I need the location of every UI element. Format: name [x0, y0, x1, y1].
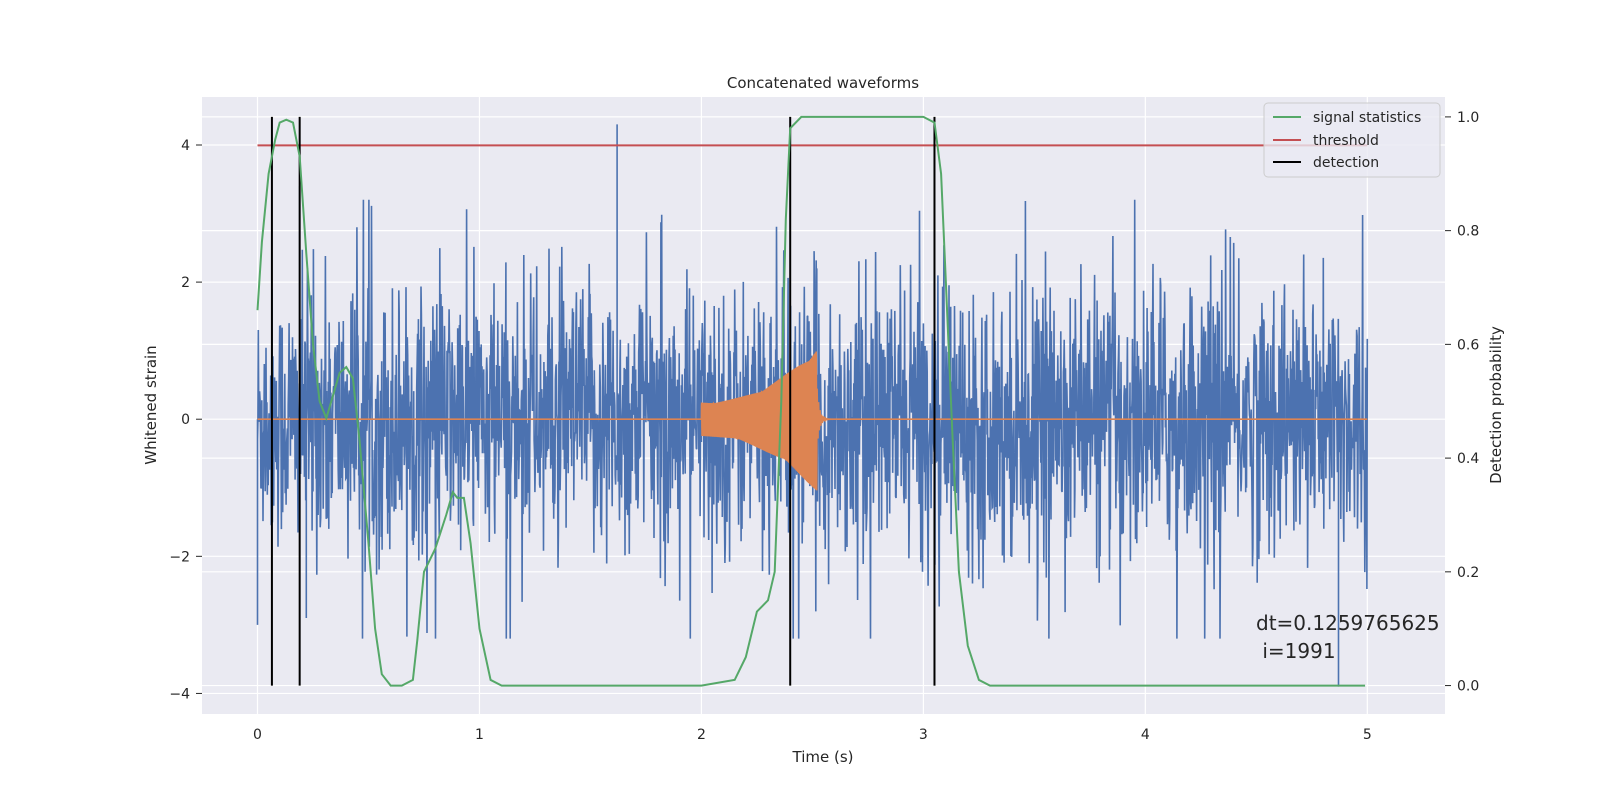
y2-tick-label: 0.6 — [1457, 337, 1479, 353]
x-tick-label: 0 — [253, 727, 262, 743]
x-tick-label: 3 — [919, 727, 928, 743]
detection-lines — [270, 116, 936, 686]
y2-tick-label: 0.2 — [1457, 565, 1479, 581]
y2-tick-label: 1.0 — [1457, 110, 1479, 126]
y-tick-label: 2 — [181, 275, 190, 291]
legend-label-signal-statistics: signal statistics — [1313, 110, 1421, 126]
x-tick-label: 4 — [1141, 727, 1150, 743]
injection-trace — [257, 351, 1368, 491]
legend-label-detection: detection — [1313, 155, 1379, 171]
x-tick-label: 2 — [697, 727, 706, 743]
legend: signal statistics threshold detection — [1263, 102, 1441, 178]
y-tick-label: −2 — [169, 549, 190, 565]
x-axis-label: Time (s) — [792, 748, 854, 766]
y-tick-label: 0 — [181, 412, 190, 428]
injection-waveform-series — [257, 351, 1368, 491]
y-tick-label: 4 — [181, 138, 190, 154]
y2-tick-label: 0.8 — [1457, 224, 1479, 240]
chart-title: Concatenated waveforms — [727, 74, 919, 92]
annotation-index: i=1991 — [1256, 639, 1336, 663]
signal-statistics-series — [256, 115, 1366, 687]
y2-tick-label: 0.0 — [1457, 679, 1479, 695]
y-axis-right: 0.0 0.2 0.4 0.6 0.8 1.0 — [1445, 110, 1479, 695]
y2-axis-label: Detection probability — [1487, 326, 1505, 484]
y-axis-label: Whitened strain — [142, 345, 160, 464]
y2-tick-label: 0.4 — [1457, 451, 1479, 467]
legend-label-threshold: threshold — [1313, 133, 1379, 149]
signal-statistics-line — [256, 115, 1366, 687]
y-axis-left: −4 −2 0 2 4 — [169, 138, 202, 702]
x-tick-label: 5 — [1363, 727, 1372, 743]
annotation-dt: dt=0.1259765625 — [1256, 611, 1440, 635]
legend-box — [1263, 102, 1441, 178]
y-tick-label: −4 — [169, 686, 190, 702]
x-tick-label: 1 — [475, 727, 484, 743]
x-axis: 0 1 2 3 4 5 — [253, 727, 1372, 743]
